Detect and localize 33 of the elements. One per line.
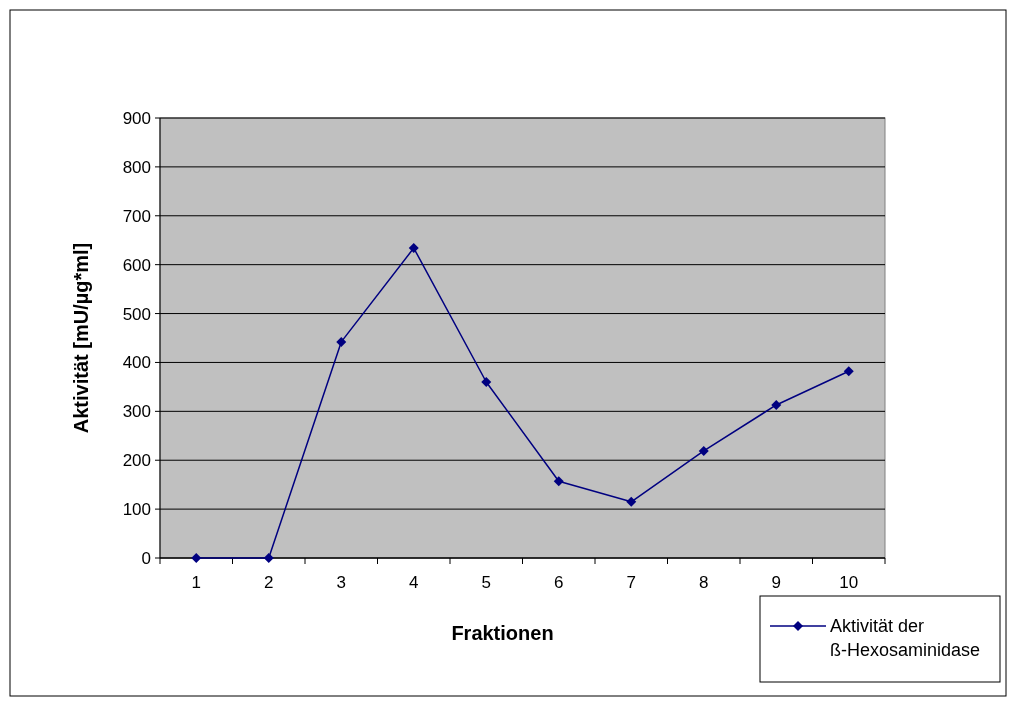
point	[626, 496, 637, 507]
point	[191, 553, 202, 563]
y-tick-label: 800	[122, 157, 151, 177]
y-axis-title: Aktivität [mU/µg*ml]	[70, 242, 92, 434]
x-tick-label: 5	[481, 573, 491, 592]
x-tick-label: 6	[554, 573, 564, 592]
legend-label: Aktivität der ß-Hexosaminidase	[830, 616, 981, 660]
point	[408, 243, 419, 254]
x-tick-label: 8	[699, 573, 709, 592]
point	[263, 553, 274, 563]
y-tick-label: 500	[122, 304, 151, 324]
point	[698, 445, 709, 456]
x-axis-title: Fraktionen	[451, 622, 554, 644]
point	[553, 476, 564, 487]
y-tick-label: 900	[122, 108, 151, 128]
point	[771, 399, 782, 410]
y-tick-label: 600	[122, 255, 151, 275]
x-tick-label: 4	[409, 573, 419, 592]
x-tick-label: 2	[264, 573, 274, 592]
y-tick-label: 200	[122, 451, 151, 471]
y-tick-label: 0	[141, 548, 151, 568]
point	[843, 366, 854, 377]
y-tick-label: 400	[122, 353, 151, 373]
y-tick-label: 300	[122, 402, 151, 422]
point	[336, 336, 347, 347]
y-tick-label: 100	[122, 500, 151, 520]
x-tick-label: 7	[626, 573, 636, 592]
y-tick-label: 700	[122, 206, 151, 226]
x-tick-label: 1	[191, 573, 201, 592]
x-tick-label: 9	[771, 573, 781, 592]
x-tick-label: 3	[336, 573, 346, 592]
point	[481, 377, 492, 387]
x-tick-label: 10	[839, 573, 859, 592]
